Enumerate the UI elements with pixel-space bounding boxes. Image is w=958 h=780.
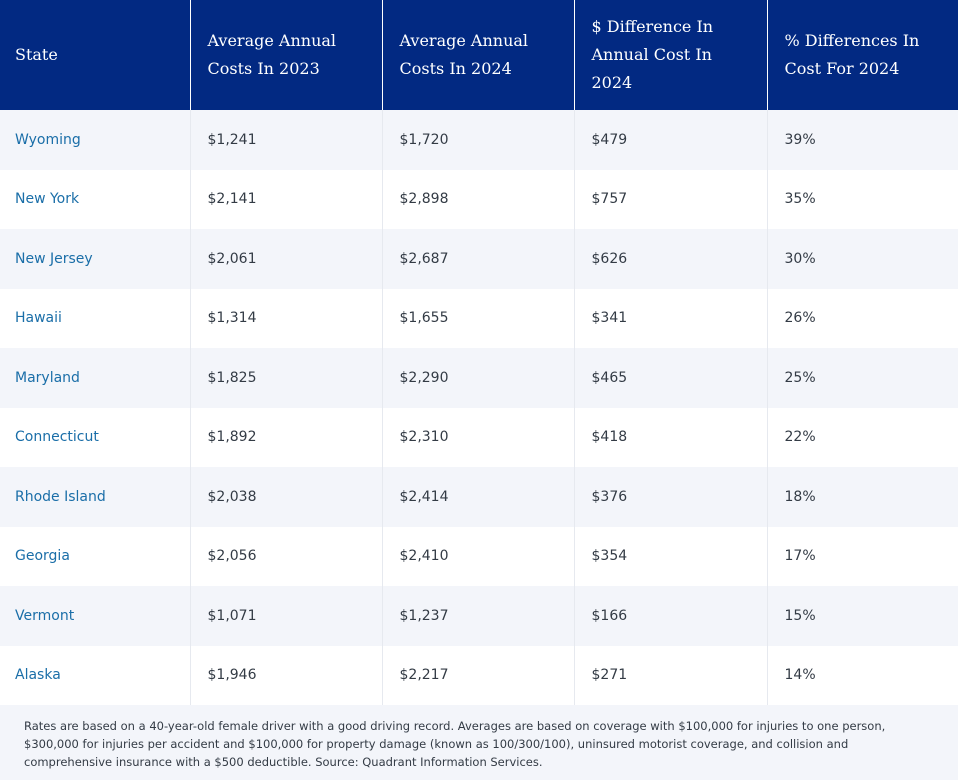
percent-diff-cell: 30%: [767, 229, 958, 289]
percent-diff-cell: 26%: [767, 288, 958, 348]
cost-2023-cell: $1,946: [190, 645, 383, 705]
state-cell[interactable]: New York: [0, 169, 191, 229]
dollar-diff-cell: $626: [574, 229, 768, 289]
cost-2023-cell: $2,061: [190, 229, 383, 289]
dollar-diff-cell: $341: [574, 288, 768, 348]
dollar-diff-cell: $757: [574, 169, 768, 229]
cost-2024-cell: $2,410: [382, 526, 575, 586]
cost-2023-cell: $1,241: [190, 110, 383, 170]
percent-diff-cell: 15%: [767, 586, 958, 646]
cost-2023-cell: $2,056: [190, 526, 383, 586]
percent-diff-cell: 35%: [767, 169, 958, 229]
cost-2024-cell: $2,217: [382, 645, 575, 705]
percent-diff-cell: 25%: [767, 348, 958, 408]
table-row: Connecticut $1,892 $2,310 $418 22%: [0, 407, 958, 467]
table-row: Alaska $1,946 $2,217 $271 14%: [0, 645, 958, 705]
state-cell[interactable]: Vermont: [0, 586, 191, 646]
state-cell[interactable]: Hawaii: [0, 288, 191, 348]
dollar-diff-cell: $479: [574, 110, 768, 170]
header-percent-difference: % Differences In Cost For 2024: [767, 0, 958, 110]
percent-diff-cell: 39%: [767, 110, 958, 170]
state-cell[interactable]: Alaska: [0, 645, 191, 705]
header-row: State Average Annual Costs In 2023 Avera…: [0, 0, 958, 110]
header-avg-cost-2024: Average Annual Costs In 2024: [382, 0, 575, 110]
cost-2024-cell: $2,310: [382, 407, 575, 467]
dollar-diff-cell: $418: [574, 407, 768, 467]
state-cell[interactable]: Georgia: [0, 526, 191, 586]
state-cell[interactable]: New Jersey: [0, 229, 191, 289]
percent-diff-cell: 18%: [767, 467, 958, 527]
table-row: New York $2,141 $2,898 $757 35%: [0, 169, 958, 229]
header-dollar-difference: $ Difference In Annual Cost In 2024: [574, 0, 768, 110]
table-row: Hawaii $1,314 $1,655 $341 26%: [0, 288, 958, 348]
cost-2024-cell: $1,655: [382, 288, 575, 348]
cost-2024-cell: $2,687: [382, 229, 575, 289]
cost-2023-cell: $2,038: [190, 467, 383, 527]
insurance-cost-table: State Average Annual Costs In 2023 Avera…: [0, 0, 958, 705]
cost-2024-cell: $2,290: [382, 348, 575, 408]
dollar-diff-cell: $354: [574, 526, 768, 586]
cost-2024-cell: $2,898: [382, 169, 575, 229]
table-row: Rhode Island $2,038 $2,414 $376 18%: [0, 467, 958, 527]
table-row: Vermont $1,071 $1,237 $166 15%: [0, 586, 958, 646]
percent-diff-cell: 14%: [767, 645, 958, 705]
table-row: Georgia $2,056 $2,410 $354 17%: [0, 526, 958, 586]
table-header: State Average Annual Costs In 2023 Avera…: [0, 0, 958, 110]
dollar-diff-cell: $376: [574, 467, 768, 527]
cost-2023-cell: $1,071: [190, 586, 383, 646]
dollar-diff-cell: $271: [574, 645, 768, 705]
dollar-diff-cell: $465: [574, 348, 768, 408]
state-cell[interactable]: Maryland: [0, 348, 191, 408]
cost-2023-cell: $1,314: [190, 288, 383, 348]
state-cell[interactable]: Connecticut: [0, 407, 191, 467]
percent-diff-cell: 17%: [767, 526, 958, 586]
table-row: Wyoming $1,241 $1,720 $479 39%: [0, 110, 958, 170]
state-cell[interactable]: Wyoming: [0, 110, 191, 170]
cost-2023-cell: $1,825: [190, 348, 383, 408]
state-cell[interactable]: Rhode Island: [0, 467, 191, 527]
insurance-cost-table-container: State Average Annual Costs In 2023 Avera…: [0, 0, 958, 705]
table-row: New Jersey $2,061 $2,687 $626 30%: [0, 229, 958, 289]
table-row: Maryland $1,825 $2,290 $465 25%: [0, 348, 958, 408]
cost-2024-cell: $1,237: [382, 586, 575, 646]
table-footnote: Rates are based on a 40-year-old female …: [0, 705, 958, 780]
cost-2023-cell: $1,892: [190, 407, 383, 467]
cost-2023-cell: $2,141: [190, 169, 383, 229]
table-body: Wyoming $1,241 $1,720 $479 39% New York …: [0, 110, 958, 705]
dollar-diff-cell: $166: [574, 586, 768, 646]
header-state: State: [0, 0, 191, 110]
cost-2024-cell: $2,414: [382, 467, 575, 527]
header-avg-cost-2023: Average Annual Costs In 2023: [190, 0, 383, 110]
percent-diff-cell: 22%: [767, 407, 958, 467]
cost-2024-cell: $1,720: [382, 110, 575, 170]
